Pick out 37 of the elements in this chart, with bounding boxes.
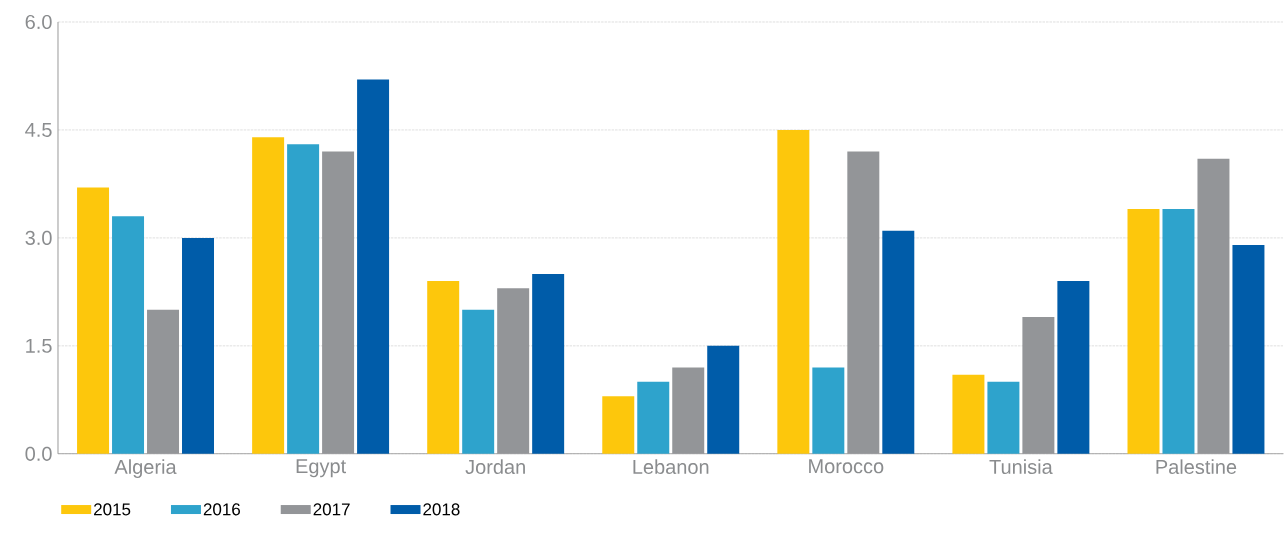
bar — [462, 309, 495, 454]
x-tick-label: Morocco — [809, 459, 884, 474]
y-tick-label: 6.0 — [25, 15, 52, 30]
bar — [532, 274, 565, 454]
y-tick-label: 4.5 — [25, 123, 52, 138]
bar — [1127, 209, 1160, 454]
x-tick-label: Lebanon — [633, 459, 709, 475]
bar — [812, 367, 845, 454]
y-tick-label: 0.0 — [25, 446, 52, 461]
legend-label: 2015 — [94, 503, 131, 516]
y-tick-label: 3.0 — [25, 230, 52, 246]
bar — [427, 281, 460, 454]
bar — [77, 187, 110, 454]
x-tick-label: Jordan — [465, 459, 525, 475]
bar — [777, 130, 810, 454]
bar — [1162, 209, 1195, 454]
legend-label: 2016 — [203, 503, 240, 516]
y-tick-label: 1.5 — [26, 339, 52, 353]
x-tick-label: Tunisia — [989, 459, 1053, 475]
bar — [287, 144, 320, 454]
bar — [952, 374, 985, 454]
bar — [112, 216, 145, 454]
bar — [357, 79, 390, 454]
bar — [637, 381, 670, 454]
bar — [182, 238, 215, 454]
x-tick-label: Algeria — [114, 459, 177, 479]
x-tick-label: Palestine — [1156, 459, 1237, 475]
legend-label: 2017 — [313, 503, 350, 516]
bar — [1232, 245, 1265, 454]
bar — [602, 396, 635, 454]
legend-label: 2018 — [423, 503, 460, 516]
bar — [882, 230, 915, 454]
bar — [1057, 281, 1090, 454]
bar — [987, 381, 1020, 454]
x-tick-label: Egypt — [296, 459, 347, 478]
bar — [707, 345, 740, 454]
bar — [252, 137, 285, 454]
